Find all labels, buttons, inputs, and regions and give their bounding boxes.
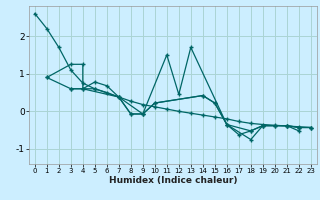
X-axis label: Humidex (Indice chaleur): Humidex (Indice chaleur) <box>108 176 237 185</box>
